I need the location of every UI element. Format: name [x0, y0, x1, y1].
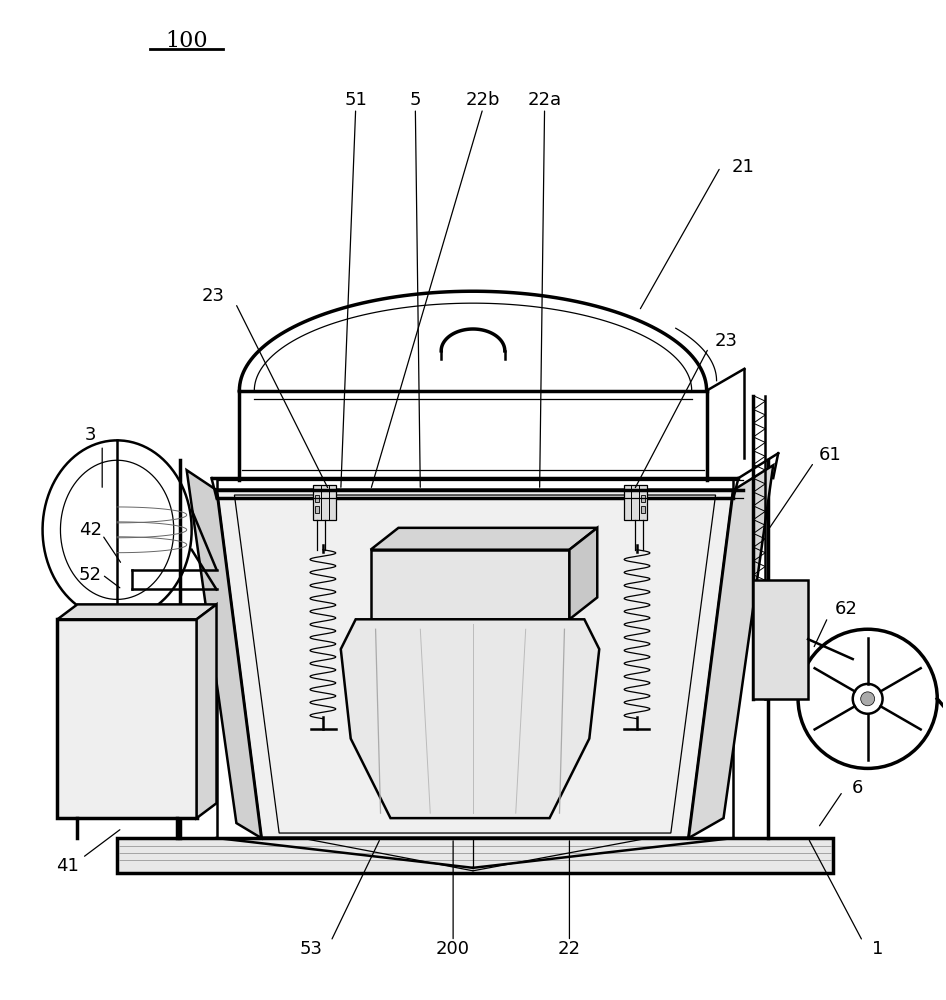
Polygon shape: [689, 465, 773, 838]
FancyBboxPatch shape: [97, 649, 177, 729]
Circle shape: [798, 629, 937, 768]
Circle shape: [768, 629, 788, 649]
Text: 6: 6: [852, 779, 864, 797]
Text: 23: 23: [202, 287, 225, 305]
Polygon shape: [569, 528, 597, 619]
Text: 41: 41: [56, 857, 79, 875]
Text: 1: 1: [872, 940, 884, 958]
Text: 53: 53: [300, 940, 323, 958]
Text: 5: 5: [410, 91, 421, 109]
Circle shape: [861, 692, 875, 706]
Polygon shape: [315, 506, 319, 513]
Polygon shape: [624, 485, 647, 520]
Polygon shape: [58, 619, 197, 818]
Polygon shape: [641, 506, 645, 513]
Text: 3: 3: [84, 426, 96, 444]
Text: 200: 200: [436, 940, 470, 958]
Text: 62: 62: [834, 600, 857, 618]
Polygon shape: [371, 528, 597, 550]
Polygon shape: [641, 495, 645, 502]
Text: 23: 23: [715, 332, 738, 350]
Polygon shape: [186, 470, 261, 838]
Polygon shape: [341, 619, 599, 818]
Text: 22: 22: [558, 940, 581, 958]
Polygon shape: [117, 838, 832, 873]
Polygon shape: [217, 490, 733, 838]
Text: 21: 21: [732, 158, 755, 176]
Text: 51: 51: [344, 91, 367, 109]
Polygon shape: [753, 580, 808, 699]
Circle shape: [852, 684, 883, 714]
Circle shape: [774, 635, 782, 643]
Polygon shape: [58, 604, 217, 619]
Polygon shape: [197, 604, 217, 818]
Text: 52: 52: [79, 566, 102, 584]
Polygon shape: [315, 495, 319, 502]
Text: 22b: 22b: [465, 91, 500, 109]
Polygon shape: [371, 550, 569, 619]
Text: 61: 61: [818, 446, 841, 464]
Text: 100: 100: [166, 30, 208, 52]
Text: 42: 42: [79, 521, 102, 539]
Text: 22a: 22a: [528, 91, 562, 109]
Polygon shape: [313, 485, 336, 520]
